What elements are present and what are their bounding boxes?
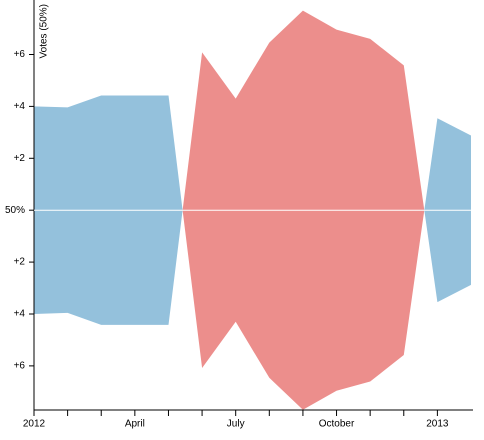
x-tick-label: October	[319, 419, 355, 430]
y-tick-label: +4	[14, 101, 26, 112]
x-tick-label: April	[125, 419, 145, 430]
y-tick-label: +6	[14, 361, 26, 372]
y-tick-label: +6	[14, 49, 26, 60]
y-axis-label: Votes (50%)	[39, 4, 50, 58]
x-tick-label: 2013	[426, 419, 449, 430]
x-tick-label: July	[227, 419, 245, 430]
y-tick-label: +4	[14, 309, 26, 320]
y-tick-label: 50%	[5, 205, 25, 216]
y-tick-label: +2	[14, 153, 26, 164]
y-tick-label: +2	[14, 257, 26, 268]
x-tick-label: 2012	[23, 419, 46, 430]
